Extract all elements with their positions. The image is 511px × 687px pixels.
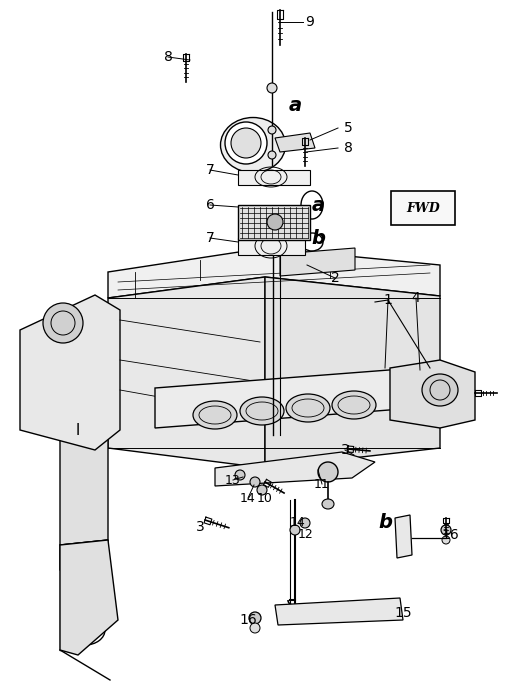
Ellipse shape <box>267 83 277 93</box>
Ellipse shape <box>250 623 260 633</box>
Polygon shape <box>395 515 412 558</box>
Ellipse shape <box>43 303 83 343</box>
Text: 13: 13 <box>225 473 241 486</box>
Ellipse shape <box>441 525 451 535</box>
Text: 16: 16 <box>239 613 257 627</box>
Polygon shape <box>60 540 118 655</box>
Ellipse shape <box>332 391 376 419</box>
FancyBboxPatch shape <box>391 191 455 225</box>
Text: 8: 8 <box>343 141 353 155</box>
Text: a: a <box>288 95 301 115</box>
Ellipse shape <box>235 470 245 480</box>
Ellipse shape <box>422 374 458 406</box>
Polygon shape <box>20 295 120 450</box>
Ellipse shape <box>286 394 330 422</box>
Text: 10: 10 <box>257 491 273 504</box>
Polygon shape <box>275 598 403 625</box>
Polygon shape <box>390 360 475 428</box>
Ellipse shape <box>65 615 105 645</box>
Text: 16: 16 <box>441 528 459 542</box>
Text: b: b <box>311 229 325 247</box>
Ellipse shape <box>268 126 276 134</box>
Ellipse shape <box>300 518 310 528</box>
Text: 11: 11 <box>314 477 330 491</box>
Polygon shape <box>108 248 440 298</box>
Polygon shape <box>238 238 305 255</box>
Ellipse shape <box>257 485 267 495</box>
Text: FWD: FWD <box>406 201 440 214</box>
Text: 7: 7 <box>205 163 215 177</box>
Ellipse shape <box>231 128 261 158</box>
Ellipse shape <box>193 401 237 429</box>
Text: 3: 3 <box>341 443 350 457</box>
Text: 6: 6 <box>205 198 215 212</box>
Ellipse shape <box>268 151 276 159</box>
Text: 14: 14 <box>240 491 256 504</box>
Polygon shape <box>155 368 438 428</box>
Polygon shape <box>238 170 310 185</box>
Polygon shape <box>275 133 315 152</box>
Polygon shape <box>108 277 265 468</box>
Ellipse shape <box>249 612 261 624</box>
Polygon shape <box>280 248 355 276</box>
Text: 1: 1 <box>384 293 392 307</box>
Polygon shape <box>238 205 310 240</box>
Text: l: l <box>76 423 80 438</box>
Polygon shape <box>215 452 375 486</box>
Polygon shape <box>265 277 440 468</box>
Polygon shape <box>60 355 108 545</box>
Text: 9: 9 <box>306 15 314 29</box>
Text: a: a <box>311 196 324 214</box>
Text: 8: 8 <box>164 50 172 64</box>
Text: b: b <box>378 513 392 532</box>
Text: 14: 14 <box>290 515 306 528</box>
Ellipse shape <box>318 462 338 482</box>
Text: 5: 5 <box>343 121 353 135</box>
Text: 3: 3 <box>196 520 204 534</box>
Text: 15: 15 <box>394 606 412 620</box>
Text: 4: 4 <box>412 291 421 305</box>
Ellipse shape <box>290 525 300 535</box>
Ellipse shape <box>250 477 260 487</box>
Polygon shape <box>60 540 108 590</box>
Ellipse shape <box>225 122 267 164</box>
Text: 12: 12 <box>298 528 314 541</box>
Text: 7: 7 <box>205 231 215 245</box>
Text: 2: 2 <box>331 271 339 285</box>
Ellipse shape <box>221 117 286 172</box>
Ellipse shape <box>267 214 283 230</box>
Ellipse shape <box>442 536 450 544</box>
Ellipse shape <box>322 499 334 509</box>
Ellipse shape <box>240 397 284 425</box>
